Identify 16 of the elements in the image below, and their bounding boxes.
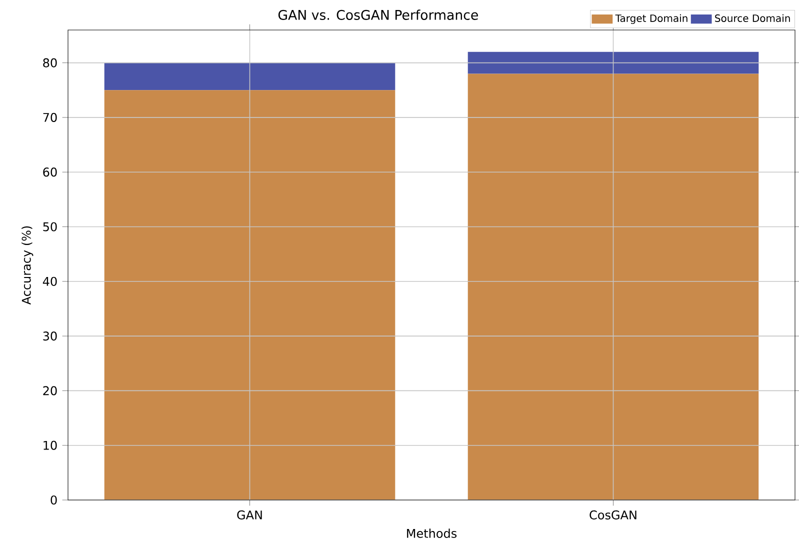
y-tick-label: 80 — [43, 58, 57, 68]
y-axis-title: Accuracy (%) — [22, 226, 34, 305]
legend-label: Target Domain — [615, 14, 688, 24]
y-tick-label: 40 — [42, 276, 57, 286]
chart-title: GAN vs. CosGAN Performance — [278, 10, 478, 20]
y-tick-label: 30 — [43, 332, 57, 341]
x-axis-title: Methods — [407, 528, 457, 538]
y-tick-label: 0 — [50, 495, 57, 505]
legend-label: Source Domain — [715, 14, 790, 22]
x-tick-label: CosGAN — [590, 510, 636, 520]
y-tick-label: 60 — [43, 168, 57, 177]
y-tick-label: 50 — [43, 222, 57, 232]
y-tick-label: 70 — [43, 112, 57, 122]
y-tick-label: 20 — [43, 386, 57, 396]
x-tick-label: GAN — [237, 510, 262, 520]
y-tick-label: 10 — [44, 440, 57, 450]
